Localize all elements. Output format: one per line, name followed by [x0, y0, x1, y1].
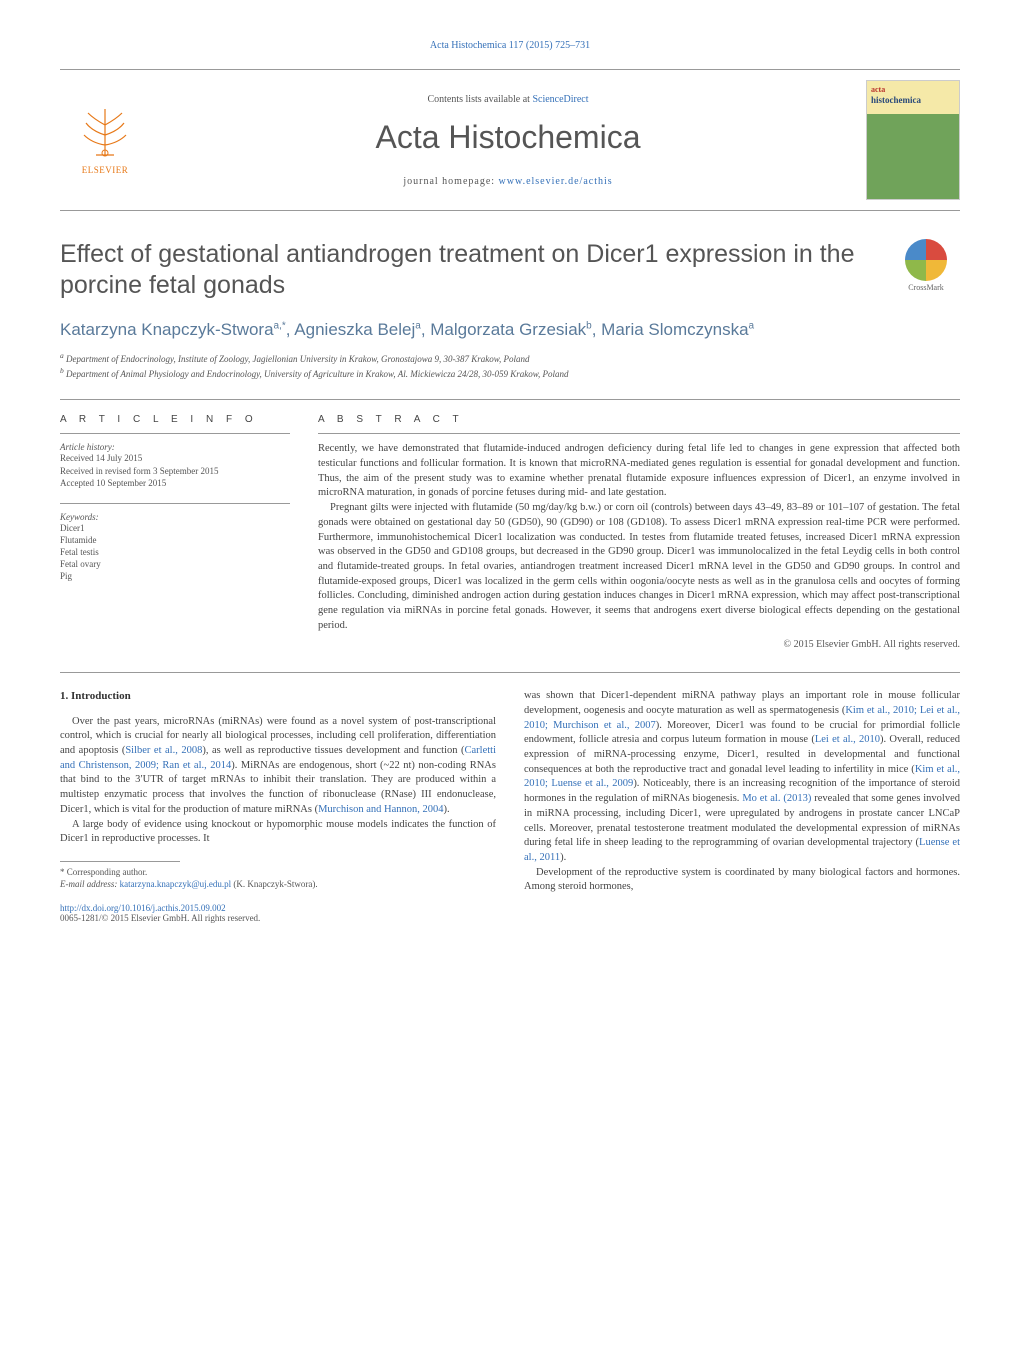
title-row: Effect of gestational antiandrogen treat…: [60, 239, 960, 302]
homepage-prefix: journal homepage:: [403, 176, 498, 187]
body-left-column: 1. Introduction Over the past years, mic…: [60, 689, 496, 895]
info-abstract-row: a r t i c l e i n f o Article history: R…: [60, 414, 960, 650]
affiliation-a: a Department of Endocrinology, Institute…: [60, 351, 960, 366]
info-divider: [60, 433, 290, 434]
crossmark-icon: [905, 239, 947, 281]
crossmark-label: CrossMark: [908, 283, 944, 292]
accepted-date: Accepted 10 September 2015: [60, 477, 290, 489]
journal-cover-thumbnail: acta histochemica: [866, 80, 960, 200]
p1-text: ), as well as reproductive tissues devel…: [202, 745, 464, 756]
received-date: Received 14 July 2015: [60, 452, 290, 464]
keywords-divider: [60, 503, 290, 504]
doi-block: http://dx.doi.org/10.1016/j.acthis.2015.…: [60, 903, 960, 923]
abstract-heading: a b s t r a c t: [318, 414, 960, 425]
elsevier-label: ELSEVIER: [82, 165, 129, 175]
intro-p2r: Development of the reproductive system i…: [524, 866, 960, 895]
affiliations: a Department of Endocrinology, Institute…: [60, 351, 960, 381]
keyword: Fetal ovary: [60, 558, 290, 570]
masthead: ELSEVIER Contents lists available at Sci…: [60, 69, 960, 211]
issn-line: 0065-1281/© 2015 Elsevier GmbH. All righ…: [60, 913, 260, 923]
keywords-block: Keywords: Dicer1 Flutamide Fetal testis …: [60, 503, 290, 583]
article-title: Effect of gestational antiandrogen treat…: [60, 239, 878, 302]
keyword: Pig: [60, 570, 290, 582]
affiliation-a-text: Department of Endocrinology, Institute o…: [66, 354, 530, 364]
journal-name: Acta Histochemica: [164, 119, 852, 156]
keywords-head: Keywords:: [60, 512, 290, 522]
doi-link[interactable]: http://dx.doi.org/10.1016/j.acthis.2015.…: [60, 903, 226, 913]
abstract-text: Recently, we have demonstrated that flut…: [318, 442, 960, 633]
contents-prefix: Contents lists available at: [427, 94, 532, 105]
authors-line: Katarzyna Knapczyk-Stworaa,*, Agnieszka …: [60, 318, 960, 342]
crossmark-badge[interactable]: CrossMark: [892, 239, 960, 292]
abstract-column: a b s t r a c t Recently, we have demons…: [318, 414, 960, 650]
sciencedirect-link[interactable]: ScienceDirect: [532, 94, 588, 105]
section-heading-intro: 1. Introduction: [60, 689, 496, 704]
body-right-column: was shown that Dicer1-dependent miRNA pa…: [524, 689, 960, 895]
ref-link[interactable]: Murchison and Hannon, 2004: [318, 804, 443, 815]
keyword: Dicer1: [60, 522, 290, 534]
journal-homepage-line: journal homepage: www.elsevier.de/acthis: [164, 176, 852, 187]
footnote-rule: [60, 861, 180, 862]
abstract-copyright: © 2015 Elsevier GmbH. All rights reserve…: [318, 639, 960, 650]
header-citation: Acta Histochemica 117 (2015) 725–731: [60, 40, 960, 51]
revised-date: Received in revised form 3 September 201…: [60, 465, 290, 477]
intro-p1-cont: was shown that Dicer1-dependent miRNA pa…: [524, 689, 960, 865]
homepage-link[interactable]: www.elsevier.de/acthis: [499, 176, 613, 187]
divider: [60, 399, 960, 400]
masthead-center: Contents lists available at ScienceDirec…: [164, 94, 852, 187]
corresponding-author-footnote: * Corresponding author. E-mail address: …: [60, 866, 496, 890]
body-columns: 1. Introduction Over the past years, mic…: [60, 689, 960, 895]
abstract-divider: [318, 433, 960, 434]
affiliation-b: b Department of Animal Physiology and En…: [60, 366, 960, 381]
p1-text: ).: [443, 804, 449, 815]
intro-p1: Over the past years, microRNAs (miRNAs) …: [60, 715, 496, 818]
abstract-p2: Pregnant gilts were injected with flutam…: [318, 501, 960, 633]
keyword: Flutamide: [60, 534, 290, 546]
ref-link[interactable]: Silber et al., 2008: [125, 745, 202, 756]
article-info-block: a r t i c l e i n f o Article history: R…: [60, 414, 290, 488]
affiliation-b-text: Department of Animal Physiology and Endo…: [66, 369, 569, 379]
email-label: E-mail address:: [60, 879, 120, 889]
publisher-logo-block: ELSEVIER: [60, 90, 150, 190]
ref-link[interactable]: Mo et al. (2013): [742, 793, 811, 804]
contents-available-line: Contents lists available at ScienceDirec…: [164, 94, 852, 105]
abstract-p1: Recently, we have demonstrated that flut…: [318, 442, 960, 501]
keyword: Fetal testis: [60, 546, 290, 558]
article-info-heading: a r t i c l e i n f o: [60, 414, 290, 425]
intro-p2: A large body of evidence using knockout …: [60, 818, 496, 847]
ref-link[interactable]: Lei et al., 2010: [815, 734, 880, 745]
article-info-column: a r t i c l e i n f o Article history: R…: [60, 414, 290, 650]
cover-title-big: histochemica: [871, 95, 955, 105]
email-person: (K. Knapczyk-Stwora).: [231, 879, 317, 889]
elsevier-tree-icon: [78, 105, 132, 159]
email-link[interactable]: katarzyna.knapczyk@uj.edu.pl: [120, 879, 232, 889]
corr-text: Corresponding author.: [67, 867, 148, 877]
corr-email-line: E-mail address: katarzyna.knapczyk@uj.ed…: [60, 878, 496, 890]
corr-label: * Corresponding author.: [60, 866, 496, 878]
history-head: Article history:: [60, 442, 290, 452]
cover-title-small: acta: [871, 85, 955, 94]
p1r-text: ).: [560, 852, 566, 863]
divider: [60, 672, 960, 673]
